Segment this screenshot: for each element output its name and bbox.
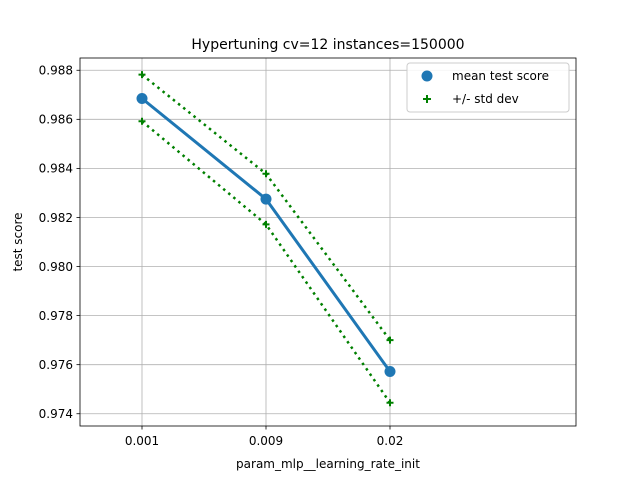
y-tick-label: 0.982 — [39, 211, 73, 225]
legend-marker-std — [423, 95, 431, 103]
mean-point — [136, 92, 148, 104]
std-dev-marker — [386, 336, 394, 344]
std-dev-marker — [138, 71, 146, 79]
y-tick-label: 0.986 — [39, 113, 73, 127]
std-dev-marker — [262, 170, 270, 178]
chart-title: Hypertuning cv=12 instances=150000 — [191, 37, 464, 53]
ticks: 0.974 0.976 0.978 0.980 0.982 0.984 0.986 0.988… — [39, 64, 404, 448]
x-tick-label: 0.02 — [377, 434, 404, 448]
y-tick-label: 0.976 — [39, 358, 73, 372]
std-dev-lower-line — [141, 120, 392, 404]
series-layer — [136, 71, 396, 407]
legend-label-std: +/- std dev — [452, 92, 519, 106]
std-dev-marker — [386, 399, 394, 407]
std-dev-marker — [138, 117, 146, 125]
y-tick-label: 0.988 — [39, 64, 73, 78]
y-axis-label: test score — [11, 212, 25, 271]
plot-frame — [79, 57, 577, 427]
y-tick-label: 0.980 — [39, 260, 73, 274]
x-axis-label: param_mlp__learning_rate_init — [236, 457, 420, 471]
y-tick-label: 0.978 — [39, 309, 73, 323]
legend-label-mean: mean test score — [452, 69, 549, 83]
std-dev-marker — [262, 220, 270, 228]
mean-point — [260, 193, 272, 205]
legend-marker-mean — [421, 70, 433, 82]
x-tick-label: 0.001 — [125, 434, 159, 448]
mean-point — [384, 366, 396, 378]
x-tick-label: 0.009 — [249, 434, 283, 448]
legend: mean test score +/- std dev — [406, 62, 570, 113]
legend-box — [406, 62, 570, 113]
y-tick-label: 0.984 — [39, 162, 73, 176]
y-tick-label: 0.974 — [39, 407, 73, 421]
